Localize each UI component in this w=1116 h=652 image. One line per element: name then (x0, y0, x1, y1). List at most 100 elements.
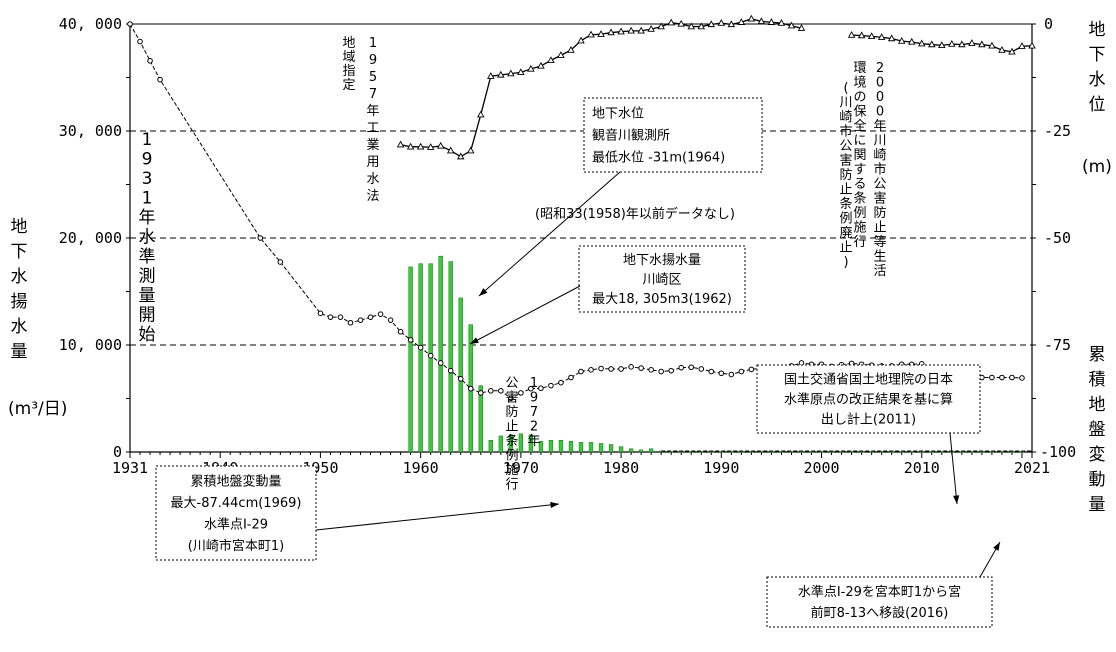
water-level-point (1008, 47, 1016, 55)
subsidence-point (407, 337, 414, 343)
bar (859, 451, 864, 453)
bar (508, 434, 513, 453)
subsidence-point (648, 367, 654, 373)
water-level-point (877, 33, 886, 40)
subsidence-point (678, 364, 685, 371)
relocation-arrow-head (993, 542, 1000, 551)
subsidence-callout-frame (155, 465, 317, 561)
water-level-point (887, 34, 896, 42)
bar (979, 451, 985, 453)
y-right-top-unit: (m) (1082, 157, 1112, 177)
water-level-point (938, 41, 946, 49)
no-data-note: (昭和33(1958)年以前データなし) (535, 206, 735, 222)
subsidence-point (688, 364, 695, 371)
water-level-point (527, 64, 535, 72)
water-level-point (897, 36, 906, 44)
gsi-callout-line: 出し計上(2011) (821, 412, 916, 428)
subsidence-callout-line: (川崎市宮本町1) (188, 538, 284, 554)
annotation-1972-a: 公害防止条例施行 (505, 376, 518, 493)
subsidence-point (708, 368, 715, 375)
subsidence-point (417, 344, 424, 351)
bar (669, 451, 674, 453)
subsidence-point (447, 367, 454, 374)
y-right-bottom-label: 累積地盤変動量 (1089, 345, 1106, 515)
subsidence-point (598, 365, 604, 372)
water-level-point (487, 72, 495, 79)
bar (598, 443, 604, 453)
relocation-callout-frame (766, 576, 993, 628)
bar (999, 451, 1005, 453)
water-level-callout-line: 観音川観測所 (592, 128, 670, 144)
y-right-top-label: 地下水位 (1089, 20, 1106, 115)
bar (558, 439, 564, 453)
water-level-point (757, 17, 766, 25)
y-right-tick-label: -25 (1044, 122, 1071, 140)
bar (879, 451, 884, 453)
bar (719, 451, 724, 453)
subsidence-arrow-head (550, 501, 559, 508)
water-level-point (446, 146, 455, 154)
y-left-tick-label: 30, 000 (59, 122, 122, 140)
pumping-callout-frame (578, 245, 746, 313)
subsidence-callout-line: 最大-87.44cm(1969) (171, 496, 302, 511)
annotation-1957-a: 地域指定 (342, 36, 355, 93)
water-level-point (647, 25, 655, 32)
bar (568, 441, 574, 453)
subsidence-point (467, 385, 474, 392)
y-right-tick-label: -100 (1040, 443, 1076, 461)
subsidence-callout-line: 水準点I-29 (204, 516, 268, 532)
bar (809, 451, 814, 453)
bar (849, 451, 854, 453)
subsidence-point (628, 364, 634, 370)
water-level-point (968, 39, 976, 46)
x-tick-label: 1980 (603, 459, 639, 477)
water-level-point (917, 39, 926, 47)
pumping-callout-line: 川崎区 (642, 273, 681, 288)
water-level-point (797, 24, 806, 31)
subsidence-point (618, 366, 624, 372)
water-level-point (477, 110, 485, 118)
annotation-1931-start: 1 9 3 1 年水準測量開始 (139, 130, 156, 345)
subsidence-point (658, 368, 664, 375)
gsi-callout-line: 水準原点の改正結果を基に算 (784, 392, 953, 408)
water-level-point (747, 14, 756, 22)
subsidence-point (698, 366, 705, 372)
subsidence-point (137, 38, 143, 45)
water-level-point (948, 39, 956, 47)
water-level-callout-frame (583, 97, 763, 173)
gsi-callout-frame (756, 364, 981, 434)
gsi-callout-line: 国土交通省国土地理院の日本 (784, 372, 953, 388)
bar (969, 451, 975, 453)
water-level-point (767, 18, 776, 25)
water-level-point (1028, 41, 1036, 49)
bar (829, 451, 834, 453)
bar (528, 434, 534, 453)
water-level-point (867, 32, 876, 40)
water-level-point (607, 28, 615, 36)
subsidence-point (127, 21, 133, 27)
bar (418, 263, 423, 453)
bar (478, 385, 483, 453)
subsidence-point (488, 387, 494, 394)
bar (498, 435, 503, 453)
water-level-arrow-head (479, 288, 488, 296)
water-level-point (697, 22, 706, 30)
water-level-callout-line: 地下水位 (592, 107, 644, 122)
y-left-unit: (m³/日) (8, 399, 67, 419)
bar (889, 451, 894, 453)
bar (989, 451, 995, 453)
bar (548, 439, 554, 453)
bar (839, 451, 844, 453)
bar (408, 266, 413, 453)
bar (799, 451, 804, 453)
bar (899, 451, 904, 453)
annotation-1957-b: 1 9 5 7 年工業用水法 (366, 36, 379, 204)
water-level-point (687, 22, 696, 30)
bar (819, 451, 824, 453)
subsidence-point (397, 328, 404, 335)
bar (939, 451, 944, 453)
water-level-point (667, 18, 675, 26)
